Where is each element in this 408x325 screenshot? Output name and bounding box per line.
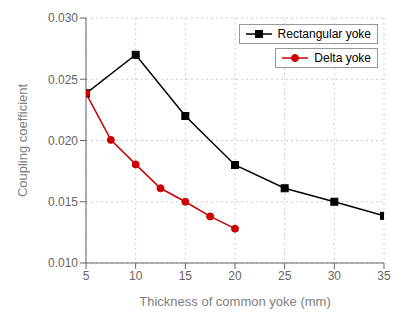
svg-text:5: 5: [83, 269, 90, 283]
svg-text:15: 15: [179, 269, 193, 283]
svg-text:0.030: 0.030: [48, 11, 78, 25]
svg-text:0.015: 0.015: [48, 195, 78, 209]
svg-text:20: 20: [228, 269, 242, 283]
svg-text:10: 10: [129, 269, 143, 283]
svg-text:0.025: 0.025: [48, 73, 78, 87]
svg-text:30: 30: [328, 269, 342, 283]
svg-text:25: 25: [278, 269, 292, 283]
svg-text:Coupling coefficient: Coupling coefficient: [15, 84, 30, 198]
html-text:Rectangular yoke: Rectangular yoke: [277, 27, 371, 41]
svg-text:35: 35: [377, 269, 391, 283]
svg-text:Thickness of common yoke (mm): Thickness of common yoke (mm): [139, 294, 330, 309]
html-text:Delta yoke: Delta yoke: [314, 51, 371, 65]
svg-text:0.020: 0.020: [48, 134, 78, 148]
svg-text:0.010: 0.010: [48, 256, 78, 270]
